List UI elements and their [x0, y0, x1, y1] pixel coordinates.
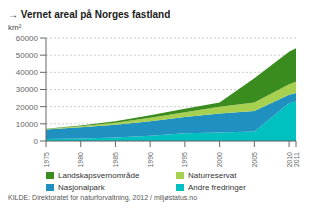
- svg-text:40000: 40000: [16, 68, 39, 77]
- html-text:Andre fredringer: Andre fredringer: [188, 183, 246, 192]
- svg-text:30000: 30000: [16, 85, 39, 94]
- svg-text:1990: 1990: [147, 152, 154, 167]
- svg-text:1980: 1980: [77, 152, 84, 167]
- html-text:Landskapsvernområde: Landskapsvernområde: [58, 171, 140, 180]
- svg-text:1975: 1975: [43, 152, 50, 167]
- svg-text:2005: 2005: [251, 152, 258, 167]
- svg-text:10000: 10000: [16, 120, 39, 129]
- html-text:KILDE: Direktoratet for naturf: KILDE: Direktoratet for naturforvaltning…: [8, 194, 198, 201]
- html-text:Nasjonalpark: Nasjonalpark: [58, 183, 105, 192]
- svg-text:1995: 1995: [181, 152, 188, 167]
- svg-text:1985: 1985: [112, 152, 119, 167]
- html-text:km²: km²: [8, 23, 22, 32]
- svg-text:2010: 2010: [286, 152, 293, 167]
- html-text:→ Vernet areal på Norges fastl: → Vernet areal på Norges fastland: [8, 9, 171, 20]
- svg-text:0: 0: [34, 137, 39, 146]
- svg-text:60000: 60000: [16, 34, 39, 43]
- svg-text:50000: 50000: [16, 51, 39, 60]
- svg-text:2000: 2000: [216, 152, 223, 167]
- svg-text:2011: 2011: [293, 152, 300, 167]
- html-text:Naturreservat: Naturreservat: [188, 171, 237, 180]
- svg-text:20000: 20000: [16, 103, 39, 112]
